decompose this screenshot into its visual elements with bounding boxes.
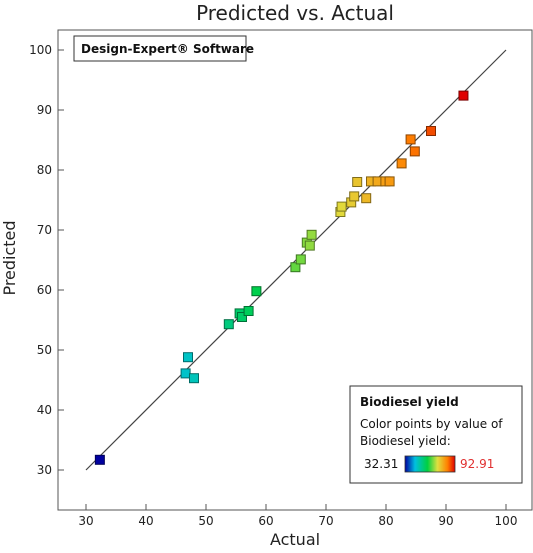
x-tick-label: 40 (138, 514, 153, 528)
y-tick-label: 70 (37, 223, 52, 237)
x-tick-label: 100 (495, 514, 518, 528)
y-tick-label: 100 (29, 43, 52, 57)
legend-line-2: Biodiesel yield: (360, 434, 451, 448)
y-tick-label: 50 (37, 343, 52, 357)
legend: Biodiesel yield Color points by value of… (349, 385, 523, 484)
x-tick-label: 50 (198, 514, 213, 528)
data-point (361, 193, 372, 204)
data-point (237, 312, 247, 322)
legend-title: Biodiesel yield (360, 395, 459, 409)
data-point (223, 319, 234, 330)
data-point (409, 146, 420, 157)
x-tick-label: 70 (318, 514, 333, 528)
x-tick-label: 60 (258, 514, 273, 528)
brand-box (73, 35, 247, 62)
brand-label: Design-Expert® Software (81, 42, 254, 56)
y-axis: 30 40 50 60 70 80 90 100 (29, 43, 64, 477)
legend-max-label: 92.91 (460, 457, 494, 471)
chart-title: Predicted vs. Actual (196, 1, 394, 25)
data-point (295, 254, 306, 265)
data-point (290, 262, 301, 273)
data-point (336, 201, 347, 212)
y-tick-label: 30 (37, 463, 52, 477)
x-axis: 30 40 50 60 70 80 90 100 (78, 504, 517, 528)
x-tick-label: 80 (378, 514, 393, 528)
y-tick-label: 60 (37, 283, 52, 297)
data-point (251, 286, 262, 297)
x-tick-label: 90 (438, 514, 453, 528)
y-axis-label: Predicted (0, 220, 19, 295)
data-point (352, 177, 363, 187)
data-point (94, 454, 105, 465)
legend-colorbar (404, 455, 456, 473)
data-point (458, 90, 469, 101)
data-point (180, 368, 191, 379)
legend-min-label: 32.31 (364, 457, 398, 471)
y-tick-label: 40 (37, 403, 52, 417)
y-tick-label: 80 (37, 163, 52, 177)
data-point (405, 134, 416, 145)
data-point (306, 229, 317, 240)
data-point (243, 306, 254, 316)
data-point (384, 176, 395, 187)
data-point (304, 240, 315, 251)
data-point (183, 352, 193, 363)
plot-frame (57, 29, 533, 511)
data-point (189, 373, 199, 384)
x-axis-label: Actual (270, 530, 320, 549)
data-point (426, 126, 436, 136)
y-tick-label: 90 (37, 103, 52, 117)
x-tick-label: 30 (78, 514, 93, 528)
data-point (349, 191, 360, 202)
data-points (94, 90, 469, 465)
legend-line-1: Color points by value of (360, 417, 503, 431)
data-point (396, 158, 407, 169)
